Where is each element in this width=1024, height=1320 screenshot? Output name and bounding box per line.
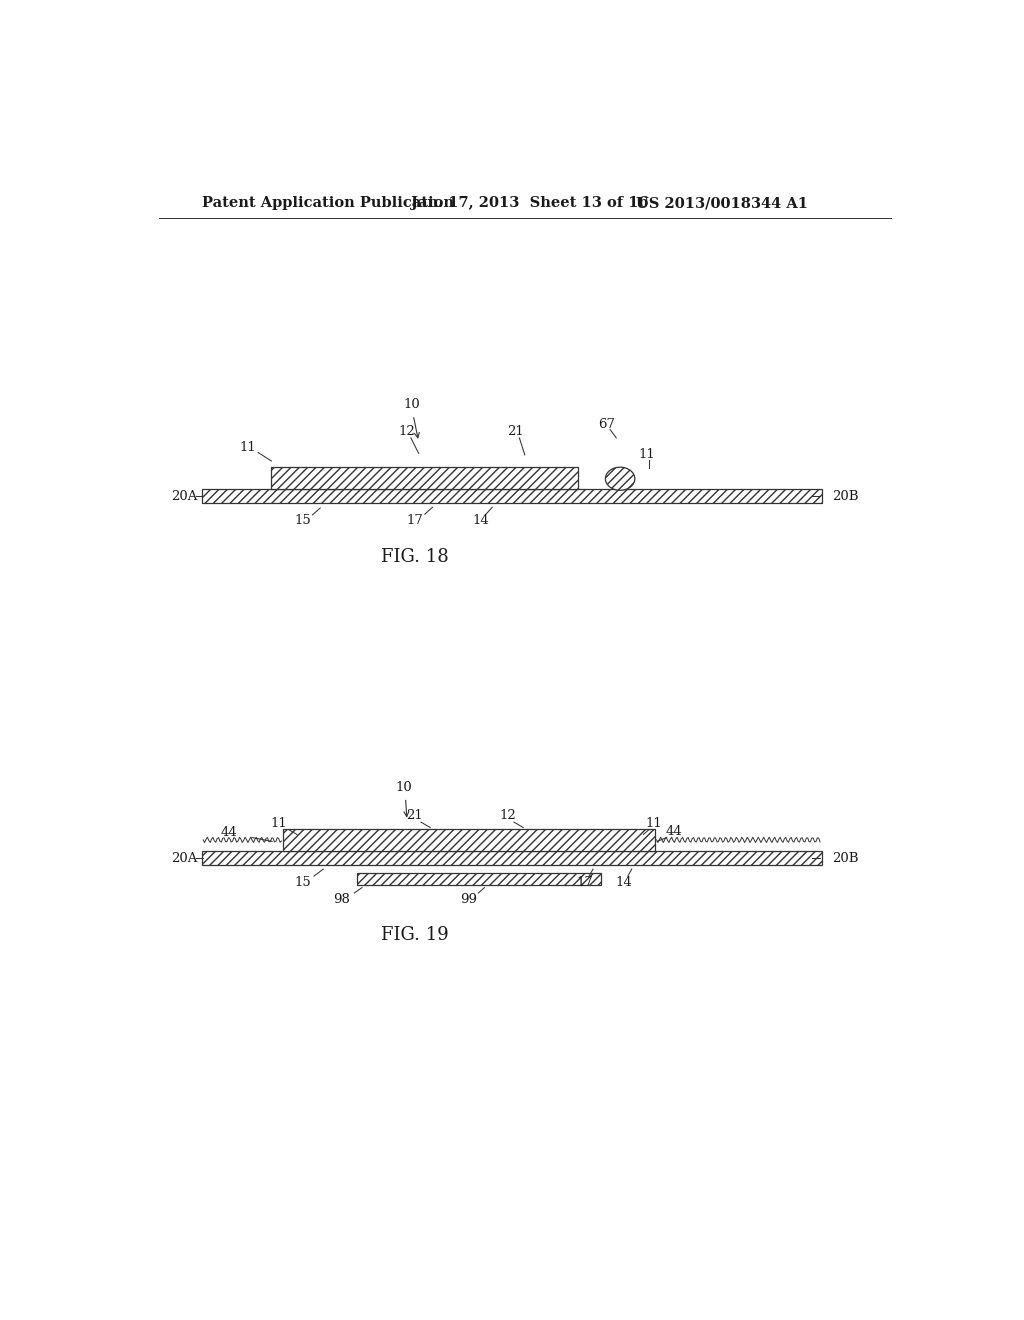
Text: 67: 67 xyxy=(598,417,615,430)
Text: 11: 11 xyxy=(645,817,662,830)
Text: 20B: 20B xyxy=(831,851,858,865)
Text: 11: 11 xyxy=(240,441,256,454)
Text: 10: 10 xyxy=(403,399,420,412)
Text: 20A: 20A xyxy=(171,490,197,503)
Bar xyxy=(202,488,821,503)
Text: 14: 14 xyxy=(472,513,489,527)
Text: FIG. 19: FIG. 19 xyxy=(381,927,449,944)
Text: 14: 14 xyxy=(615,875,633,888)
Bar xyxy=(202,850,821,866)
Text: 98: 98 xyxy=(333,892,349,906)
Text: FIG. 18: FIG. 18 xyxy=(381,548,449,566)
Text: 20A: 20A xyxy=(171,851,197,865)
Text: 44: 44 xyxy=(220,826,238,840)
Text: US 2013/0018344 A1: US 2013/0018344 A1 xyxy=(636,197,808,210)
Text: Jan. 17, 2013  Sheet 13 of 16: Jan. 17, 2013 Sheet 13 of 16 xyxy=(411,197,648,210)
Text: 17: 17 xyxy=(577,875,594,888)
Text: 21: 21 xyxy=(407,809,423,822)
Text: 11: 11 xyxy=(639,449,655,462)
Text: 11: 11 xyxy=(270,817,288,830)
Text: 17: 17 xyxy=(407,513,423,527)
Text: 10: 10 xyxy=(395,781,412,795)
Text: 12: 12 xyxy=(398,425,416,438)
Text: 15: 15 xyxy=(294,875,310,888)
Bar xyxy=(283,829,655,850)
Ellipse shape xyxy=(605,467,635,490)
Text: 15: 15 xyxy=(294,513,310,527)
Text: 20B: 20B xyxy=(831,490,858,503)
Text: 12: 12 xyxy=(500,809,516,822)
Text: Patent Application Publication: Patent Application Publication xyxy=(202,197,454,210)
Text: 44: 44 xyxy=(666,825,683,838)
Bar xyxy=(356,873,601,886)
Bar xyxy=(271,467,578,488)
Text: 21: 21 xyxy=(507,425,524,438)
Text: 99: 99 xyxy=(461,892,477,906)
